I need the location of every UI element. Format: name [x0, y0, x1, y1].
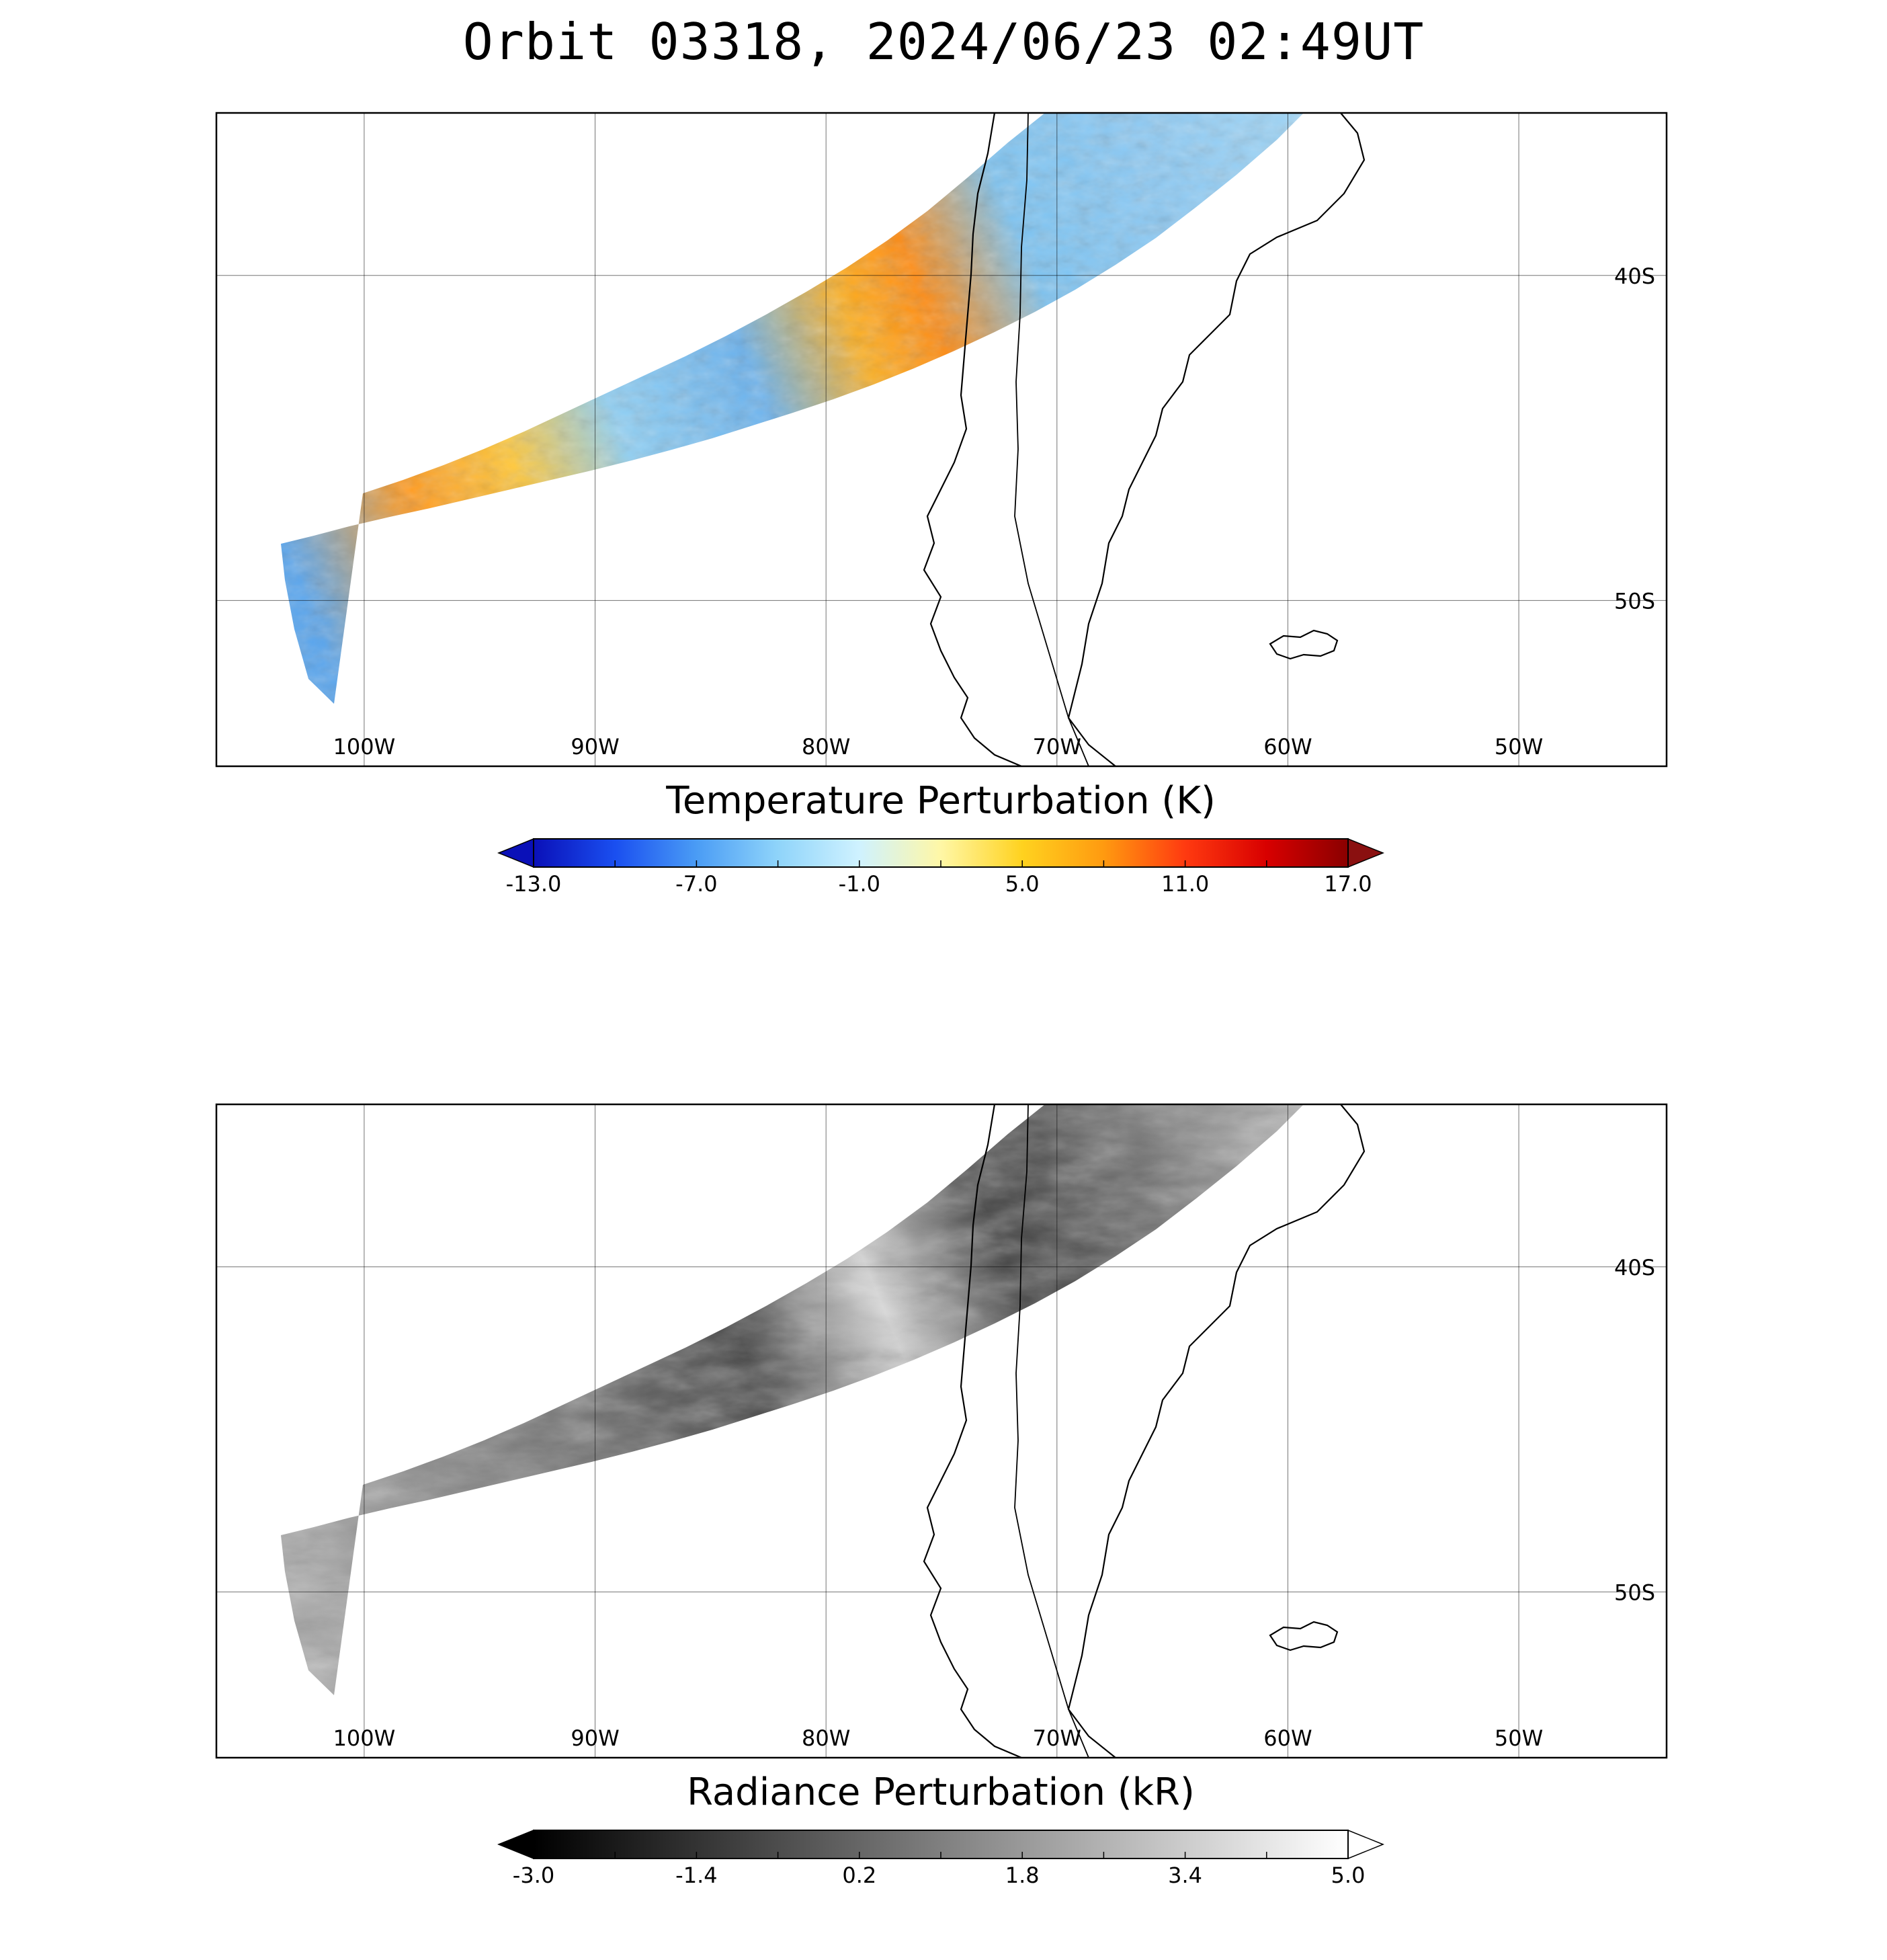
panel-temperature: 100W 90W 80W 70W 60W 50W 40S 50S Temperature Per… [215, 112, 1668, 897]
map-frame [215, 112, 1668, 768]
colorbar-tick-label: -7.0 [675, 871, 717, 897]
lon-label: 60W [1263, 734, 1312, 760]
main-title: Orbit 03318, 2024/06/23 02:49UT [462, 12, 1425, 71]
colorbar-tick-label: 1.8 [1005, 1863, 1040, 1888]
colorbar-over-arrow [1347, 838, 1385, 868]
panel-radiance: 100W 90W 80W 70W 60W 50W 40S 50S Radiance Pertur… [215, 1103, 1668, 1888]
lon-label: 100W [333, 1725, 396, 1751]
lon-label: 90W [571, 1725, 619, 1751]
lon-label: 70W [1033, 734, 1081, 760]
colorbar-label: Radiance Perturbation (kR) [687, 1770, 1195, 1814]
lat-label: 40S [1614, 263, 1655, 289]
colorbar-radiance: Radiance Perturbation (kR) -3.0 -1.4 0.2 1.8… [497, 1770, 1385, 1888]
swath-temperature [281, 113, 1304, 704]
colorbar-tick-label: 5.0 [1331, 1863, 1366, 1888]
lon-label: 60W [1263, 1725, 1312, 1751]
colorbar-tick-label: -3.0 [513, 1863, 554, 1888]
colorbar-tick-label: 17.0 [1324, 871, 1372, 897]
colorbar-tick-label: 0.2 [842, 1863, 876, 1888]
colorbar-tick-label: -1.0 [839, 871, 880, 897]
coastlines [923, 1104, 1366, 1758]
colorbar-under-arrow [497, 838, 534, 868]
colorbar-temperature: Temperature Perturbation (K) -13.0 -7.0 -1.… [497, 779, 1385, 897]
lon-label: 90W [571, 734, 619, 760]
colorbar-tick-label: -13.0 [506, 871, 562, 897]
colorbar-label: Temperature Perturbation (K) [665, 779, 1216, 823]
colorbar-tick-label: -1.4 [675, 1863, 717, 1888]
lon-label: 80W [802, 734, 850, 760]
coastlines [923, 113, 1366, 766]
map-frame [215, 1103, 1668, 1759]
lon-label: 50W [1495, 1725, 1543, 1751]
lat-label: 50S [1614, 1580, 1655, 1605]
colorbar-over-arrow [1347, 1829, 1385, 1860]
lat-label: 50S [1614, 588, 1655, 614]
lon-label: 50W [1495, 734, 1543, 760]
lon-label: 80W [802, 1725, 850, 1751]
swath-radiance [281, 1104, 1304, 1695]
lon-label: 70W [1033, 1725, 1081, 1751]
colorbar-tick-label: 11.0 [1161, 871, 1209, 897]
colorbar-tick-label: 3.4 [1168, 1863, 1202, 1888]
colorbar-under-arrow [497, 1829, 534, 1860]
lon-label: 100W [333, 734, 396, 760]
lat-label: 40S [1614, 1255, 1655, 1280]
colorbar-tick-label: 5.0 [1005, 871, 1040, 897]
